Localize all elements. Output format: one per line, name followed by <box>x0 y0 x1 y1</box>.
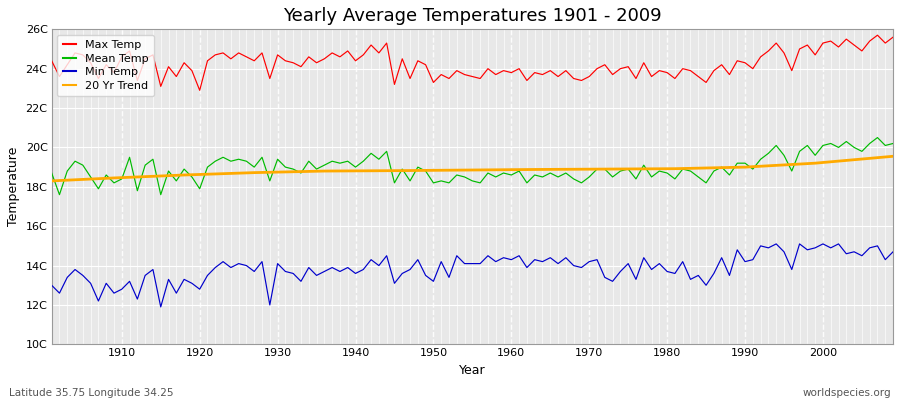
Title: Yearly Average Temperatures 1901 - 2009: Yearly Average Temperatures 1901 - 2009 <box>283 7 662 25</box>
Legend: Max Temp, Mean Temp, Min Temp, 20 Yr Trend: Max Temp, Mean Temp, Min Temp, 20 Yr Tre… <box>58 35 154 96</box>
Y-axis label: Temperature: Temperature <box>7 147 20 226</box>
Text: worldspecies.org: worldspecies.org <box>803 388 891 398</box>
Text: Latitude 35.75 Longitude 34.25: Latitude 35.75 Longitude 34.25 <box>9 388 174 398</box>
X-axis label: Year: Year <box>459 364 486 377</box>
